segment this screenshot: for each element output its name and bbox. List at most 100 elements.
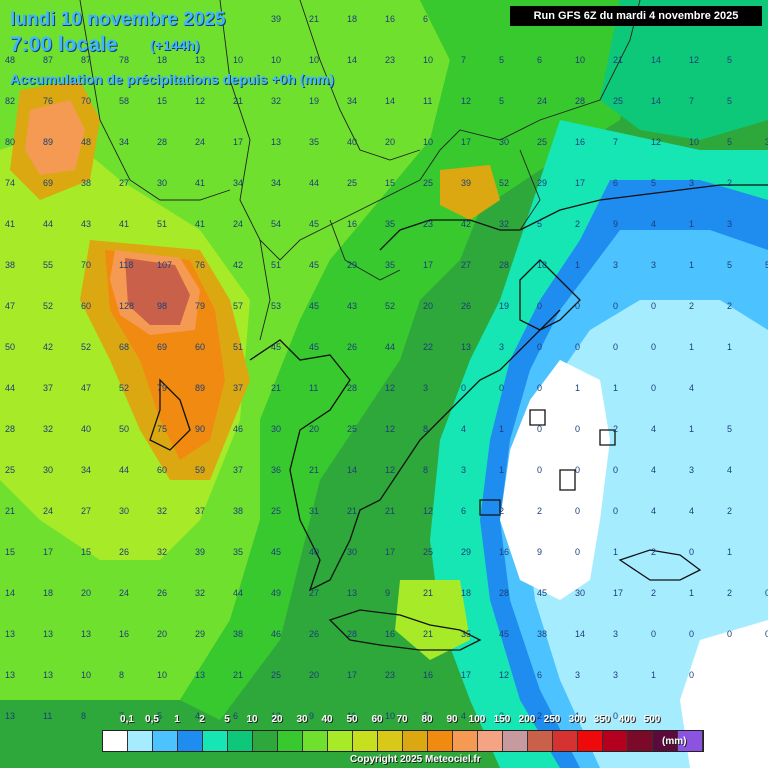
grid-value: 10 (385, 711, 395, 721)
grid-value: 3 (461, 465, 466, 475)
grid-value: 0 (537, 301, 542, 311)
grid-value: 3 (765, 137, 768, 147)
grid-value: 70 (81, 96, 91, 106)
grid-value: 36 (271, 465, 281, 475)
grid-value: 38 (5, 260, 15, 270)
grid-value: 5 (499, 96, 504, 106)
grid-value: 4 (651, 424, 656, 434)
grid-value: 0 (537, 342, 542, 352)
legend-labels: 0,1 0,5 1 2 5 10 20 30 40 50 60 70 80 90 100 150 200 250 3… (0, 714, 768, 728)
grid-value: 1 (613, 547, 618, 557)
grid-value: 5 (727, 260, 732, 270)
grid-value: 1 (727, 547, 732, 557)
legend-swatch (153, 731, 178, 751)
grid-value: 32 (499, 219, 509, 229)
grid-value: 35 (461, 629, 471, 639)
grid-value: 12 (689, 55, 699, 65)
grid-value: 0 (651, 301, 656, 311)
legend-swatch (578, 731, 603, 751)
coastlines (149, 184, 768, 651)
grid-value: 0 (765, 629, 768, 639)
grid-value: 35 (385, 260, 395, 270)
grid-value: 13 (461, 342, 471, 352)
grid-value: 0 (651, 629, 656, 639)
legend-swatch (628, 731, 653, 751)
grid-value: 128 (119, 301, 134, 311)
legend-swatch (503, 731, 528, 751)
grid-value: 5 (727, 424, 732, 434)
grid-value: 0 (575, 342, 580, 352)
grid-value: 17 (461, 670, 471, 680)
grid-value: 1 (499, 424, 504, 434)
grid-value: 60 (81, 301, 91, 311)
grid-value: 35 (309, 137, 319, 147)
grid-value: 44 (5, 383, 15, 393)
grid-value: 3 (689, 178, 694, 188)
grid-value: 4 (727, 465, 732, 475)
grid-value: 5 (157, 711, 162, 721)
grid-value: 89 (195, 383, 205, 393)
grid-value: 0 (689, 629, 694, 639)
grid-value: 23 (385, 55, 395, 65)
grid-value: 17 (461, 137, 471, 147)
grid-value: 1 (575, 711, 580, 721)
legend-swatch (678, 731, 703, 751)
grid-value: 5 (727, 96, 732, 106)
grid-value: 4 (461, 424, 466, 434)
grid-value: 34 (81, 465, 91, 475)
grid-values-layer: 39 21 18 16 648 87 87 78 18 13 10 10 10 14 23 10 7 5 6 10 21… (5, 14, 768, 721)
grid-value: 2 (651, 588, 656, 598)
grid-value: 25 (347, 178, 357, 188)
grid-value: 26 (461, 301, 471, 311)
grid-value: 9 (537, 547, 542, 557)
grid-value: 2 (651, 547, 656, 557)
grid-value: 2 (575, 219, 580, 229)
grid-value: 34 (119, 137, 129, 147)
grid-value: 1 (689, 219, 694, 229)
grid-value: 5 (537, 219, 542, 229)
grid-value: 51 (233, 342, 243, 352)
grid-value: 49 (271, 588, 281, 598)
legend-label: 90 (446, 714, 458, 725)
grid-value: 25 (347, 424, 357, 434)
grid-value: 30 (271, 424, 281, 434)
grid-value: 2 (499, 506, 504, 516)
grid-value: 3 (423, 383, 428, 393)
grid-value: 23 (385, 670, 395, 680)
grid-value: 42 (461, 219, 471, 229)
grid-value: 47 (5, 301, 15, 311)
grid-value: 3 (499, 711, 504, 721)
grid-value: 35 (385, 219, 395, 229)
grid-value: 87 (43, 55, 53, 65)
grid-value: 44 (385, 342, 395, 352)
grid-value: 7 (461, 55, 466, 65)
grid-value: 89 (43, 137, 53, 147)
grid-value: 0 (537, 383, 542, 393)
grid-value: 51 (157, 219, 167, 229)
grid-value: 6 (613, 178, 618, 188)
grid-value: 14 (575, 629, 585, 639)
grid-value: 30 (43, 465, 53, 475)
grid-value: 34 (271, 178, 281, 188)
legend-swatch (278, 731, 303, 751)
grid-value: 42 (233, 260, 243, 270)
legend-label: 50 (346, 714, 358, 725)
grid-value: 25 (271, 506, 281, 516)
grid-value: 45 (271, 342, 281, 352)
grid-value: 16 (423, 670, 433, 680)
grid-value: 0 (575, 547, 580, 557)
grid-value: 6 (423, 14, 428, 24)
grid-value: 13 (43, 670, 53, 680)
grid-value: 1 (575, 260, 580, 270)
legend-swatch (403, 731, 428, 751)
grid-value: 6 (233, 711, 238, 721)
legend-label: 400 (618, 714, 636, 725)
legend-swatch (303, 731, 328, 751)
grid-value: 76 (195, 260, 205, 270)
borders (79, 0, 641, 341)
grid-value: 0 (613, 301, 618, 311)
grid-value: 29 (461, 547, 471, 557)
grid-value: 37 (233, 465, 243, 475)
legend-label: 250 (543, 714, 561, 725)
grid-value: 45 (309, 342, 319, 352)
